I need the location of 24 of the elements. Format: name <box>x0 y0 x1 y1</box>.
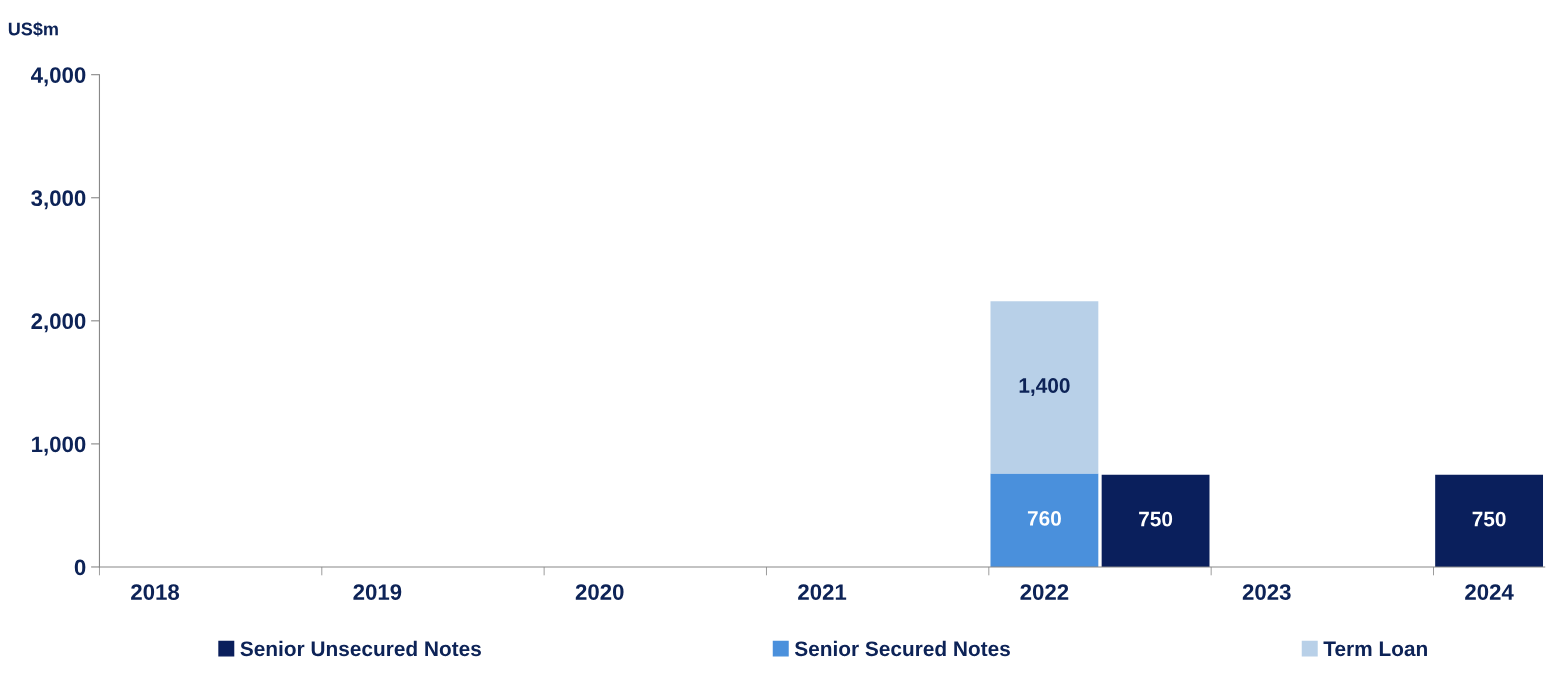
bar <box>990 473 1099 567</box>
x-tick-label: 2023 <box>1242 584 1291 600</box>
y-tick-label: 4,000 <box>30 67 86 87</box>
bar <box>1435 474 1544 567</box>
data-label: 760 <box>1027 511 1061 526</box>
legend-label: Term Loan <box>1323 641 1427 657</box>
x-tick-label: 2018 <box>131 584 180 600</box>
y-axis-title: US$m <box>8 21 58 37</box>
x-tick-label: 2021 <box>798 584 847 600</box>
x-tick-label: 2020 <box>575 584 624 600</box>
y-tick-label: 0 <box>74 559 86 576</box>
x-tick-label: 2022 <box>1020 584 1069 600</box>
x-tick-label: 2024 <box>1465 584 1514 600</box>
data-label: 750 <box>1472 511 1506 527</box>
data-label: 750 <box>1139 511 1173 527</box>
y-tick-label: 2,000 <box>31 313 86 333</box>
legend-label: Senior Secured Notes <box>794 640 1010 657</box>
data-label: 1,400 <box>1019 378 1070 396</box>
x-tick-label: 2019 <box>353 584 402 600</box>
y-tick-label: 1,000 <box>32 436 86 456</box>
bar <box>990 301 1099 474</box>
bar <box>1101 474 1210 567</box>
y-tick-label: 3,000 <box>31 190 86 210</box>
legend-label: Senior Unsecured Notes <box>240 640 481 657</box>
